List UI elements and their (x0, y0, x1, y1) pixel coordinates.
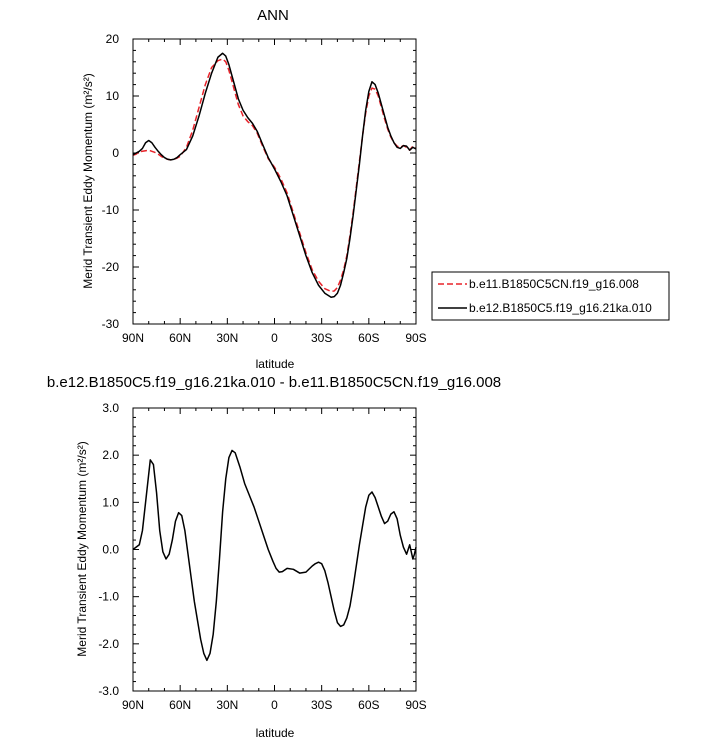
bottom-plot-frame (132, 407, 417, 692)
top-ticks: 90N 60N 30N 0 30S 60S 90S -30 -20 -10 0 10 20 (102, 32, 427, 345)
top-y-tick-label: -30 (102, 317, 120, 331)
bottom-y-tick-label: 3.0 (102, 401, 119, 415)
bottom-x-tick-label: 30S (311, 698, 332, 712)
legend-box (431, 271, 670, 321)
top-x-tick-label: 90S (405, 331, 426, 345)
bottom-y-tick-label: -1.0 (98, 590, 119, 604)
bottom-x-tick-label: 60S (358, 698, 379, 712)
top-x-axis-label: latitude (256, 357, 295, 371)
legend-label-series-1: b.e11.B1850C5CN.f19_g16.008 (469, 277, 639, 291)
bottom-y-tick-label: -3.0 (98, 684, 119, 698)
top-x-tick-label: 60N (169, 331, 191, 345)
top-x-tick-label: 30N (216, 331, 238, 345)
top-chart-title: ANN (257, 7, 289, 24)
bottom-y-tick-label: 1.0 (102, 495, 119, 509)
top-y-tick-label: -10 (102, 203, 120, 217)
bottom-y-tick-label: 0.0 (102, 543, 119, 557)
bottom-panel: b.e12.B1850C5.f19_g16.21ka.010 - b.e11.B… (47, 374, 501, 740)
bottom-y-tick-label: -2.0 (98, 637, 119, 651)
top-series-2-line (132, 52, 417, 298)
top-plot-frame (132, 38, 417, 325)
top-series (132, 52, 417, 298)
bottom-x-tick-label: 90S (405, 698, 426, 712)
top-y-tick-label: 10 (106, 89, 120, 103)
top-x-tick-label: 60S (358, 331, 379, 345)
bottom-y-axis-label: Merid Transient Eddy Momentum (m²/s²) (75, 441, 89, 656)
bottom-chart-title: b.e12.B1850C5.f19_g16.21ka.010 - b.e11.B… (47, 374, 501, 391)
bottom-x-tick-label: 60N (169, 698, 191, 712)
bottom-series-1-line (132, 449, 417, 662)
bottom-x-tick-label: 0 (271, 698, 278, 712)
bottom-series (132, 449, 417, 662)
bottom-x-tick-label: 90N (122, 698, 144, 712)
top-y-tick-label: 0 (112, 146, 119, 160)
bottom-ticks: 90N 60N 30N 0 30S 60S 90S -3.0 -2.0 -1.0 0.0 1.0 2.0… (98, 401, 426, 712)
top-panel: ANN Merid Transient Eddy Momentum (m²/s²… (81, 7, 427, 371)
top-series-1-line (132, 58, 417, 293)
top-y-tick-label: -20 (102, 260, 120, 274)
bottom-x-axis-label: latitude (256, 726, 295, 740)
top-y-tick-label: 20 (106, 32, 120, 46)
legend-label-series-2: b.e12.B1850C5.f19_g16.21ka.010 (469, 301, 652, 315)
top-y-axis-label: Merid Transient Eddy Momentum (m²/s²) (81, 73, 95, 288)
bottom-x-tick-label: 30N (216, 698, 238, 712)
top-x-tick-label: 30S (311, 331, 332, 345)
bottom-y-tick-label: 2.0 (102, 448, 119, 462)
top-x-tick-label: 90N (122, 331, 144, 345)
top-x-tick-label: 0 (271, 331, 278, 345)
legend: b.e11.B1850C5CN.f19_g16.008 b.e12.B1850C… (431, 271, 670, 321)
